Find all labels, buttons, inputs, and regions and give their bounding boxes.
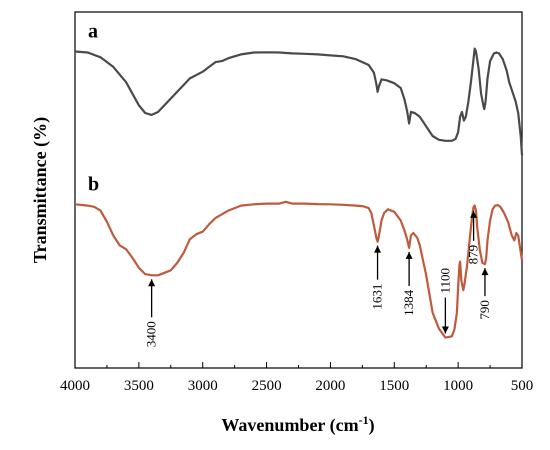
x-tick-label: 3500	[124, 378, 154, 394]
series-label-a: a	[88, 21, 98, 43]
annotation-arrowhead	[481, 268, 489, 276]
x-tick-label: 500	[511, 378, 534, 394]
annotation-label: 1384	[401, 289, 416, 316]
annotation-arrowhead	[374, 245, 382, 253]
annotation-arrowhead	[441, 326, 449, 334]
x-tick-label: 4000	[60, 378, 90, 394]
y-axis-title: Transmittance (%)	[30, 117, 51, 263]
x-tick-label: 2500	[252, 378, 282, 394]
series-line-a	[74, 47, 524, 156]
series-label-b: b	[88, 173, 99, 195]
x-tick-label: 2000	[315, 378, 345, 394]
x-axis-ticks: 4000 3500 3000 2500 2000 1500 1000 500	[60, 362, 533, 394]
x-tick-label: 1000	[443, 378, 473, 394]
x-axis-title: Wavenumber (cm-1)	[221, 413, 374, 436]
annotation-label: 1100	[437, 268, 452, 294]
annotation-arrowhead	[148, 279, 156, 287]
x-tick-label: 3000	[188, 378, 218, 394]
annotation-arrowhead	[470, 210, 478, 218]
x-tick-label: 1500	[379, 378, 409, 394]
annotation-label: 879	[466, 245, 481, 265]
annotation-layer: 3400 1631 1384 1100 879 790	[144, 210, 492, 347]
series-layer: ab	[74, 21, 524, 339]
series-line-b	[74, 200, 524, 339]
annotation-label: 3400	[144, 321, 159, 347]
plot-frame	[74, 11, 523, 369]
annotation-label: 790	[477, 300, 492, 320]
annotation-label: 1631	[370, 284, 385, 310]
annotation-arrowhead	[405, 251, 413, 259]
